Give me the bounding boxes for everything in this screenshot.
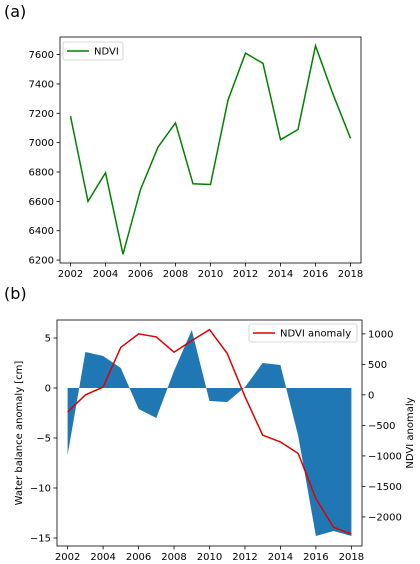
x-tick-label: 2014 [268, 269, 293, 280]
y-right-tick-label: 1000 [368, 329, 393, 340]
y-right-axis-label: NDVI anomaly [405, 397, 416, 468]
x-tick-label: 2002 [55, 552, 80, 563]
x-tick-label: 2018 [338, 269, 363, 280]
y-tick-label: 6600 [29, 197, 54, 208]
y-tick-label: 7600 [29, 50, 54, 61]
x-tick-label: 2014 [268, 552, 293, 563]
x-tick-label: 2016 [303, 552, 328, 563]
plot-frame-a [59, 36, 362, 264]
y-tick-label: 7000 [29, 138, 54, 149]
x-tick-label: 2008 [163, 269, 188, 280]
legend-a: NDVI [62, 41, 124, 61]
x-tick-label: 2004 [93, 269, 118, 280]
x-tick-label: 2006 [126, 552, 151, 563]
y-right-tick-label: −500 [368, 421, 395, 432]
x-tick-label: 2018 [339, 552, 364, 563]
y-left-tick-label: −15 [30, 534, 51, 545]
x-tick-label: 2002 [58, 269, 83, 280]
x-tick-label: 2012 [233, 269, 258, 280]
ndvi-anomaly-line [67, 328, 352, 535]
x-tick-label: 2016 [303, 269, 328, 280]
x-tick-label: 2010 [197, 552, 222, 563]
legend-label-ndvi: NDVI [94, 47, 119, 58]
y-right-tick-label: −1000 [368, 451, 402, 462]
x-tick-label: 2012 [232, 552, 257, 563]
y-left-tick-label: 5 [45, 334, 51, 345]
y-right-tick-label: 0 [368, 390, 374, 401]
y-right-tick-label: −2000 [368, 512, 402, 523]
y-tick-label: 6200 [29, 256, 54, 267]
water-balance-area [67, 330, 352, 536]
y-tick-label: 6400 [29, 226, 54, 237]
y-left-tick-label: 0 [45, 384, 51, 395]
x-tick-label: 2010 [198, 269, 223, 280]
x-tick-label: 2008 [161, 552, 186, 563]
y-right-tick-label: −1500 [368, 482, 402, 493]
legend-b: NDVI anomaly [248, 323, 358, 343]
ndvi-line [69, 43, 352, 255]
y-right-tick-label: 500 [368, 360, 387, 371]
panel-label-a: (a) [4, 2, 26, 21]
y-left-axis-label: Water balance anomaly [cm] [14, 361, 25, 506]
y-tick-label: 7200 [29, 109, 54, 120]
x-tick-label: 2004 [90, 552, 115, 563]
y-left-tick-label: −5 [36, 434, 51, 445]
legend-box [62, 41, 124, 61]
chart-b: 2002 2004 2006 2008 2010 2012 2014 2016 2018 5 0 −5… [14, 319, 416, 563]
chart-a: 2002 2004 2006 2008 2010 2012 2014 2016 2018 6200… [29, 36, 363, 280]
legend-box [248, 323, 358, 343]
y-tick-label: 7400 [29, 79, 54, 90]
x-tick-label: 2006 [128, 269, 153, 280]
y-left-tick-label: −10 [30, 484, 51, 495]
y-tick-label: 6800 [29, 168, 54, 179]
legend-label-ndvi-anomaly: NDVI anomaly [280, 329, 351, 340]
panel-label-b: (b) [4, 284, 27, 303]
